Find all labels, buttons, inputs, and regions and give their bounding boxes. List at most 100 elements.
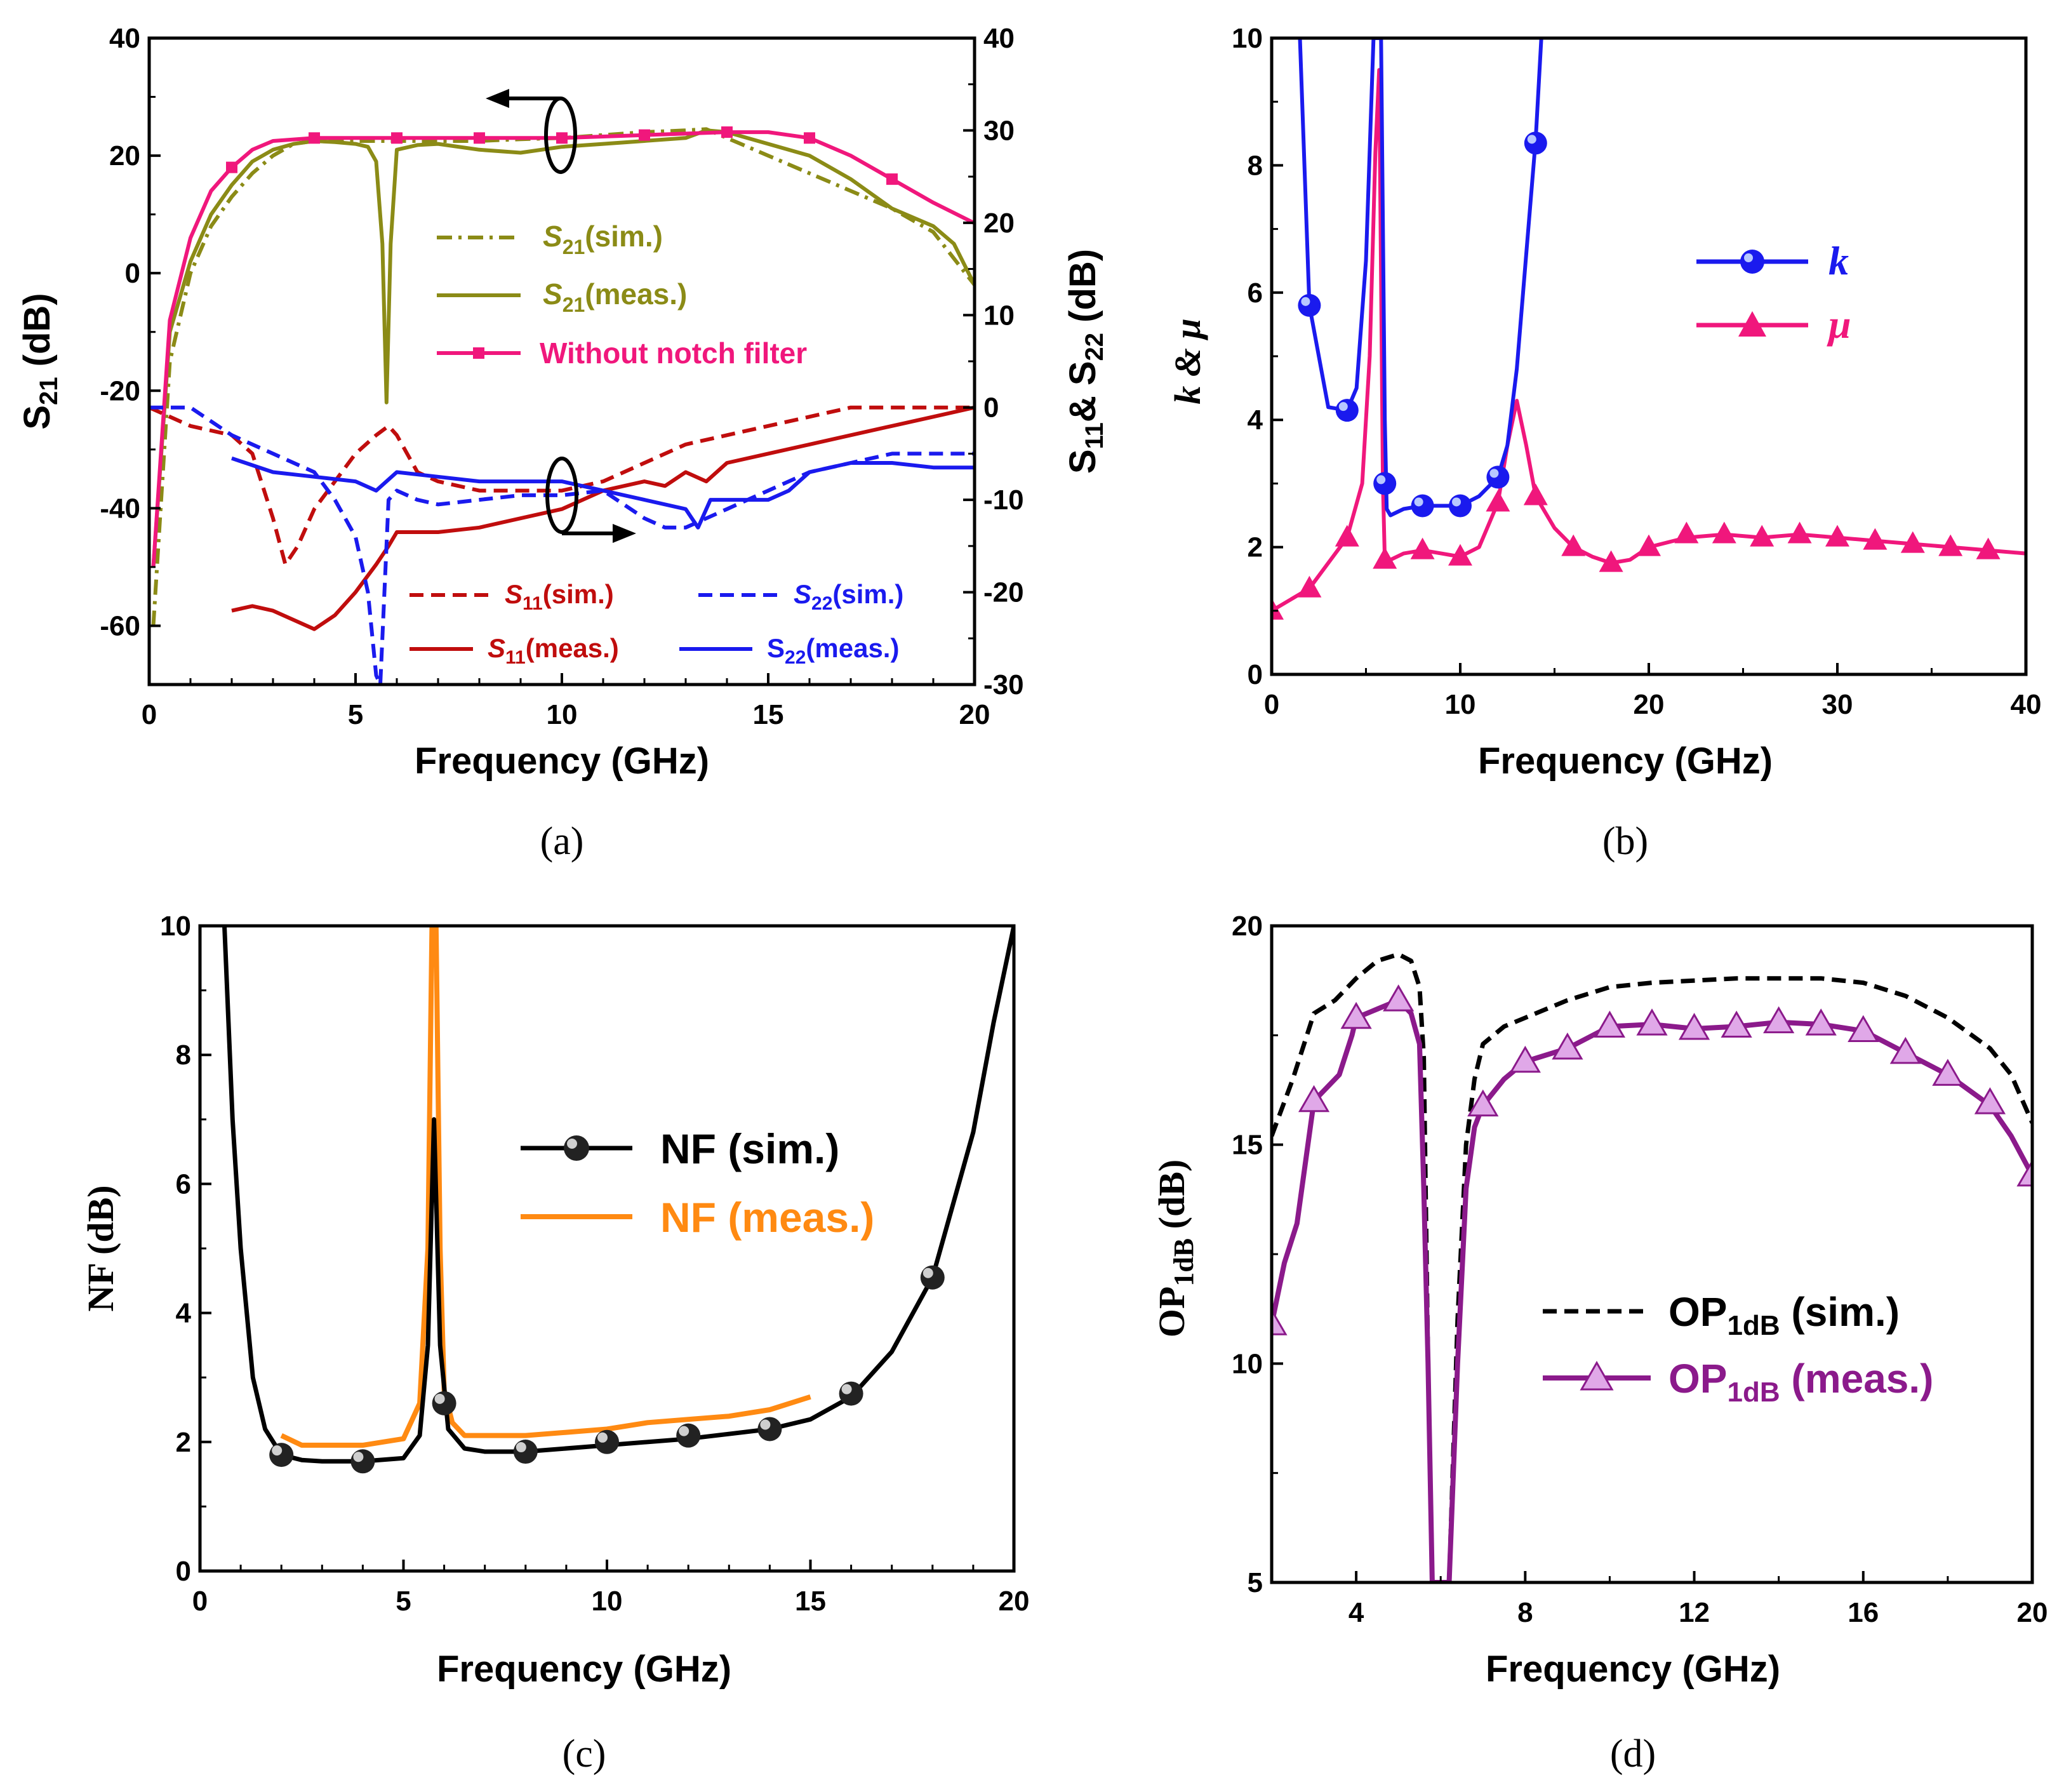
mu-marker [1787,521,1812,544]
y-tick-label: 0 [176,1556,191,1587]
y-tick-label: 10 [1232,1348,1263,1379]
x-tick-label: 15 [795,1586,826,1617]
x-tick-label: 0 [1264,689,1279,720]
k-marker [1486,465,1510,489]
x-tick-label: 10 [1445,689,1476,720]
op-meas-marker [1805,1008,1837,1036]
mu-marker [1637,534,1661,556]
nf-sim-marker [432,1391,456,1415]
nf-sim-marker [513,1440,538,1464]
panel-a-plot-area [149,126,975,685]
without-notch-marker [639,129,650,141]
panel-d-y-ticks: 5 10 15 20 [1232,911,1283,1598]
nf-sim-marker-highlight [353,1452,364,1462]
y-tick-label: 4 [1248,405,1263,436]
y-tick-label: 8 [176,1040,191,1071]
op-meas-marker [1509,1045,1541,1073]
op-meas-marker [2016,1159,2032,1187]
without-notch-marker [556,132,568,144]
panel-c: 0 5 10 15 20 0 2 4 6 8 10 Frequency (GHz) NF (dB)… [80,911,1029,1775]
k-line [1298,38,1543,518]
op-meas-marker [1889,1036,1921,1064]
nf-sim-marker-highlight [272,1445,283,1456]
y-tick-label: 10 [983,300,1015,331]
s-param-right-arrow-head [613,524,636,543]
op-meas-line [1272,998,2032,1582]
nf-sim-marker-highlight [516,1442,526,1453]
mu-marker [1938,534,1963,556]
panel-b-x-ticks: 0 10 20 30 40 [1264,663,2041,720]
y-tick-label: 0 [1248,659,1263,690]
legend-s22-sim-label: S22(sim.) [794,579,903,614]
panel-c-x-ticks: 0 5 10 15 20 [192,1560,1030,1617]
legend-k-marker-highlight [1744,253,1753,262]
without-notch-marker [804,132,815,144]
legend-mu-label: μ [1827,302,1851,347]
s21-meas-line [151,128,975,568]
s11-sim-line [149,405,975,566]
y-tick-label: 20 [109,140,140,171]
caption-b: (b) [1602,820,1648,863]
caption-c: (c) [563,1732,606,1775]
y-tick-label: 2 [1248,532,1263,563]
nf-sim-marker [920,1265,945,1290]
nf-sim-marker [595,1429,619,1454]
y-tick-label: 4 [176,1298,192,1329]
mu-marker [1599,550,1623,572]
legend-s22-meas-label: S22(meas.) [767,633,899,668]
x-tick-label: 5 [348,699,363,730]
mu-marker [1297,575,1322,598]
legend-nf-sim-marker [564,1135,589,1161]
mu-marker [1486,490,1510,512]
x-tick-label: 15 [753,699,784,730]
op-meas-marker [1594,1010,1626,1038]
s21-sim-line [151,127,975,626]
op-meas-marker [1272,1308,1288,1335]
nf-sim-marker-highlight [841,1384,852,1394]
panel-c-x-title: Frequency (GHz) [437,1648,731,1690]
nf-sim-marker-highlight [922,1267,933,1278]
y-tick-label: 20 [983,208,1015,239]
s21-left-arrow-head [486,89,509,108]
k-marker-highlight [1301,297,1310,306]
caption-d: (d) [1610,1732,1656,1775]
mu-marker [1272,598,1284,620]
panel-a-y2-ticks: -30 -20 -10 0 10 20 30 40 [963,23,1024,700]
x-tick-label: 0 [142,699,157,730]
y-tick-label: -20 [100,375,140,406]
x-tick-label: 16 [1848,1597,1879,1628]
mu-marker [1712,521,1736,544]
mu-marker [1373,547,1397,569]
op-meas-marker [1298,1085,1330,1113]
panel-a-y-ticks: -60 -40 -20 0 20 40 [100,23,161,686]
legend-nf-sim-highlight [567,1139,577,1149]
mu-marker [1825,525,1849,547]
mu-marker [1750,525,1775,547]
op-meas-marker [1383,984,1415,1012]
x-tick-label: 20 [999,1586,1030,1617]
op-sim-line [1272,952,2032,1582]
legend-k-label: k [1828,238,1849,283]
legend-op-meas-marker [1580,1360,1614,1391]
op-meas-marker [1678,1012,1710,1040]
s11-meas-line [231,405,975,631]
panel-a-y2-title: S11& S22 (dB) [1062,249,1109,474]
panel-c-frame [198,924,1016,1573]
without-notch-marker [886,173,898,185]
panel-d-y-title: OP1dB (dB) [1151,1160,1199,1337]
nf-sim-marker-highlight [597,1432,608,1443]
panel-a-x-title: Frequency (GHz) [415,740,709,782]
without-notch-marker [474,132,485,144]
k-marker-highlight [1338,402,1348,411]
x-tick-label: 8 [1517,1597,1533,1628]
op-meas-marker [1721,1010,1752,1038]
panel-a-x-ticks: 0 5 10 15 20 [142,673,990,730]
panel-c-y-title: NF (dB) [80,1185,121,1311]
y-tick-label: 2 [176,1427,191,1458]
op-meas-marker [1552,1033,1583,1060]
nf-sim-marker-highlight [760,1419,771,1430]
mu-marker [1523,483,1548,505]
nf-meas-line [280,926,811,1448]
